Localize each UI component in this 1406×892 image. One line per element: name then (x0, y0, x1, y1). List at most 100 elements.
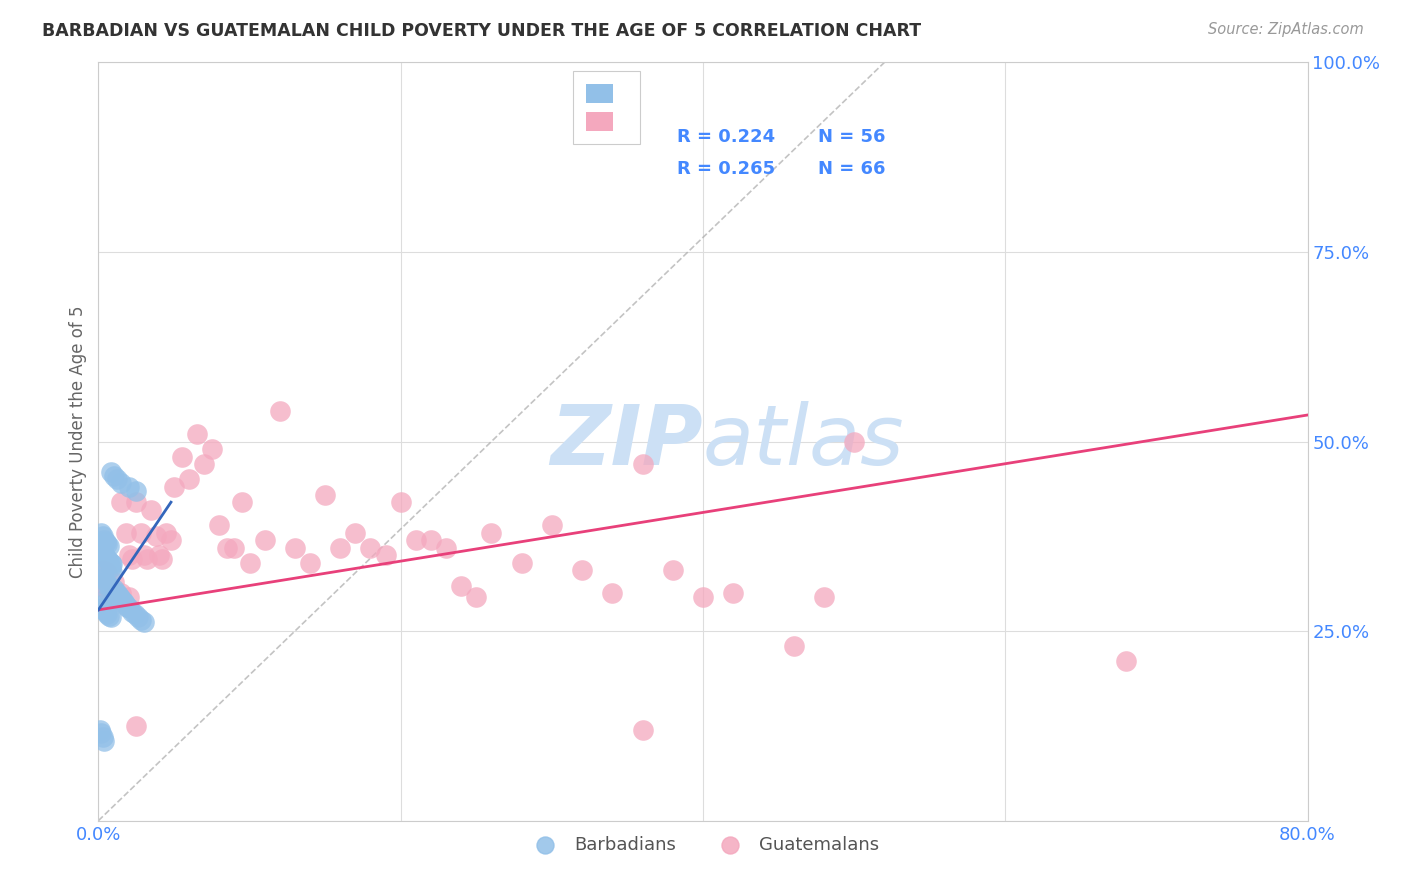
Point (179, 473, 201, 487)
Y-axis label: Child Poverty Under the Age of 5: Child Poverty Under the Age of 5 (69, 305, 87, 578)
Point (90, 598, 112, 612)
Point (127, 610, 149, 624)
Point (93, 734, 115, 748)
Text: R = 0.224: R = 0.224 (678, 128, 776, 145)
Point (114, 525, 136, 540)
Point (101, 558, 124, 572)
Point (344, 525, 367, 540)
Point (110, 495, 132, 509)
Text: R = 0.265: R = 0.265 (678, 160, 776, 178)
Point (100, 588, 122, 602)
Point (93, 533, 115, 548)
Point (105, 592, 128, 607)
Point (631, 723, 654, 737)
Point (132, 615, 155, 629)
Point (93, 571, 115, 585)
Point (405, 533, 427, 548)
Point (129, 613, 152, 627)
Point (89, 594, 111, 608)
Point (90, 525, 112, 540)
Point (101, 565, 124, 579)
Text: N = 56: N = 56 (818, 128, 886, 145)
Point (105, 473, 128, 487)
Point (329, 541, 352, 555)
Point (114, 598, 136, 612)
Point (91, 564, 114, 578)
Point (1115, 655, 1137, 669)
Point (100, 465, 122, 479)
Point (215, 541, 238, 555)
Point (374, 548, 396, 563)
Point (299, 556, 322, 570)
Point (96, 552, 118, 566)
Point (571, 564, 593, 578)
Point (208, 517, 231, 532)
Point (103, 582, 125, 597)
Point (103, 574, 125, 589)
Point (723, 586, 745, 600)
Point (105, 586, 128, 600)
Point (93, 603, 115, 617)
Point (110, 586, 132, 600)
Point (96, 579, 118, 593)
Text: atlas: atlas (703, 401, 904, 482)
Point (118, 480, 141, 494)
Point (145, 529, 167, 543)
Point (118, 590, 141, 604)
Point (481, 525, 503, 540)
Point (314, 487, 336, 501)
Point (224, 541, 246, 555)
Point (193, 458, 215, 472)
Legend: Barbadians, Guatemalans: Barbadians, Guatemalans (520, 829, 886, 861)
Point (108, 590, 131, 604)
Point (160, 533, 183, 548)
Point (284, 541, 307, 555)
Point (90, 541, 112, 555)
Point (783, 639, 806, 653)
Point (269, 404, 291, 418)
Point (129, 525, 152, 540)
Point (94, 549, 117, 564)
Point (844, 434, 866, 449)
Point (125, 495, 148, 509)
Point (112, 595, 135, 609)
Point (148, 548, 170, 563)
Point (239, 556, 262, 570)
Point (91, 544, 114, 558)
Point (465, 590, 488, 604)
Point (141, 503, 163, 517)
Point (602, 586, 624, 600)
Point (98, 554, 121, 568)
Point (132, 548, 155, 563)
Point (118, 548, 141, 563)
Point (155, 525, 177, 540)
Point (100, 610, 122, 624)
Point (253, 533, 276, 548)
Text: Source: ZipAtlas.com: Source: ZipAtlas.com (1208, 22, 1364, 37)
Point (420, 533, 443, 548)
Point (98, 586, 121, 600)
Point (94, 582, 117, 597)
Point (813, 590, 835, 604)
Point (98, 579, 121, 593)
Point (170, 450, 193, 464)
Point (90, 726, 112, 740)
Point (692, 590, 714, 604)
Point (103, 590, 125, 604)
Point (90, 564, 112, 578)
Point (98, 608, 121, 623)
Point (98, 539, 121, 553)
Point (94, 534, 117, 549)
Point (661, 564, 683, 578)
Point (110, 592, 132, 607)
Point (110, 476, 132, 491)
Point (107, 588, 129, 602)
Text: BARBADIAN VS GUATEMALAN CHILD POVERTY UNDER THE AGE OF 5 CORRELATION CHART: BARBADIAN VS GUATEMALAN CHILD POVERTY UN… (42, 22, 921, 40)
Point (91, 567, 114, 582)
Point (450, 579, 472, 593)
Point (91, 601, 114, 615)
Point (89, 723, 111, 737)
Point (631, 458, 654, 472)
Point (100, 556, 122, 570)
Point (96, 565, 118, 579)
